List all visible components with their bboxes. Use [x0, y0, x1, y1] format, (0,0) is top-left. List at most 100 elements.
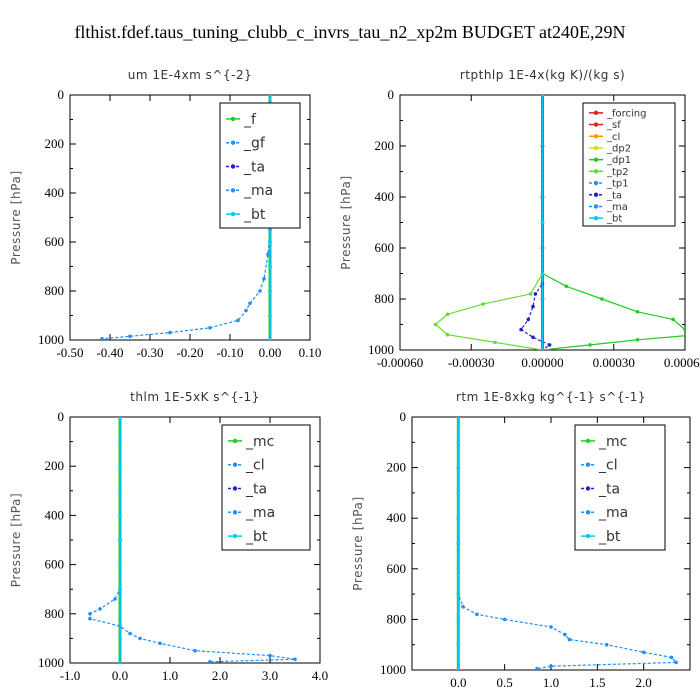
data-point	[208, 326, 212, 330]
x-tick-label: -0.10	[216, 345, 243, 360]
legend-marker	[593, 134, 599, 139]
legend-label: _cl	[598, 458, 618, 474]
legend-label: _tp1	[606, 179, 629, 190]
data-point	[502, 617, 507, 622]
x-tick-label: 3.0	[262, 668, 278, 683]
x-tick-label: 0.00000	[521, 355, 563, 370]
data-point	[208, 660, 212, 663]
figure-title: flthist.fdef.taus_tuning_clubb_c_invrs_t…	[74, 22, 625, 42]
data-point	[268, 240, 272, 244]
panel-thlm: thlm 1E-5xK s^{-1} Pressure [hPa] 0 200 400 6…	[9, 390, 328, 683]
data-point	[456, 668, 461, 670]
legend-marker	[230, 116, 236, 122]
legend: _forcing_sf_cl_dp2_dp1_tp2_tp1_ta_ma_bt	[582, 102, 676, 227]
legend-box	[582, 102, 676, 227]
data-point	[695, 333, 699, 337]
panel-title: rtpthlp 1E-4x(kg K)/(kg s)	[460, 68, 625, 82]
data-point	[445, 332, 450, 337]
y-tick-label: 600	[45, 557, 65, 572]
legend-marker	[232, 510, 238, 515]
data-point	[293, 657, 297, 662]
series-line-tp2	[434, 95, 544, 350]
data-point	[456, 541, 461, 546]
legend-label: _mc	[245, 434, 274, 450]
legend-marker	[585, 486, 591, 491]
data-point	[547, 343, 552, 347]
data-point	[683, 327, 685, 332]
legend-marker	[230, 188, 236, 193]
legend-marker	[230, 140, 236, 145]
data-point	[540, 95, 545, 97]
legend-marker	[593, 145, 599, 151]
data-point	[268, 95, 272, 97]
legend-label: _bt	[606, 214, 622, 225]
legend-label: _ma	[598, 505, 628, 521]
data-point	[118, 587, 122, 591]
data-point	[533, 292, 538, 296]
x-tick-label: 0.10	[299, 345, 322, 360]
data-point	[118, 464, 122, 469]
data-point	[456, 617, 461, 622]
x-tick-label: -0.30	[136, 345, 163, 360]
data-point	[268, 653, 272, 658]
x-tick-label: -1.0	[60, 668, 81, 683]
data-point	[266, 252, 270, 257]
data-point	[456, 440, 461, 445]
panel-rtpthlp: rtpthlp 1E-4x(kg K)/(kg s) Pressure [hPa]…	[339, 68, 700, 370]
data-point	[118, 636, 122, 641]
data-point	[118, 513, 122, 518]
series-group	[456, 417, 678, 670]
legend-label: _cl	[606, 132, 620, 143]
legend-marker	[232, 462, 238, 467]
legend-label: _dp2	[606, 143, 631, 154]
data-point	[128, 334, 132, 339]
data-point	[456, 567, 461, 571]
panel-rtm: rtm 1E-8xkg kg^{-1} s^{-1} Pressure [hPa]…	[351, 390, 691, 690]
panel-title: thlm 1E-5xK s^{-1}	[130, 390, 260, 404]
data-point	[88, 612, 92, 616]
y-tick-label: 1000	[380, 662, 406, 677]
legend-marker	[585, 438, 591, 444]
data-point	[456, 642, 461, 647]
data-point	[635, 310, 640, 314]
legend: _f _gf _ta _ma _bt	[219, 102, 301, 229]
data-point	[669, 655, 674, 660]
data-point	[456, 516, 461, 520]
data-point	[268, 289, 272, 293]
data-point	[258, 289, 262, 293]
y-tick-label: 0	[400, 409, 407, 424]
y-tick-label: 800	[387, 611, 407, 626]
data-point	[113, 597, 117, 601]
x-tick-label: -0.20	[176, 345, 203, 360]
x-tick-label: -0.40	[96, 345, 123, 360]
x-tick-label: 1.5	[589, 675, 605, 690]
legend-marker	[585, 533, 591, 539]
y-tick-label: 400	[375, 189, 395, 204]
y-axis-label: Pressure [hPa]	[351, 496, 365, 590]
legend-marker	[593, 169, 599, 174]
data-point	[168, 330, 172, 335]
data-point	[118, 562, 122, 567]
y-tick-label: 800	[45, 606, 65, 621]
data-point	[262, 277, 266, 281]
legend-label: _mc	[598, 434, 627, 450]
y-tick-label: 0	[58, 87, 65, 102]
data-point	[248, 301, 252, 306]
y-tick-label: 1000	[38, 655, 64, 670]
panel-title: rtm 1E-8xkg kg^{-1} s^{-1}	[456, 390, 646, 404]
data-point	[268, 338, 272, 340]
y-tick-label: 800	[45, 283, 65, 298]
data-point	[193, 648, 197, 653]
y-tick-label: 800	[375, 291, 395, 306]
data-point	[641, 650, 646, 655]
legend-marker	[230, 211, 236, 217]
legend-marker	[232, 533, 238, 539]
x-tick-label: 2.0	[212, 668, 228, 683]
data-point	[236, 318, 240, 323]
series-group	[433, 95, 699, 350]
legend-label: _ta	[598, 481, 620, 497]
legend-label: _sf	[606, 120, 621, 131]
legend: _mc _cl _ta _ma _bt	[221, 424, 311, 551]
data-point	[535, 666, 539, 670]
data-point	[604, 642, 609, 647]
